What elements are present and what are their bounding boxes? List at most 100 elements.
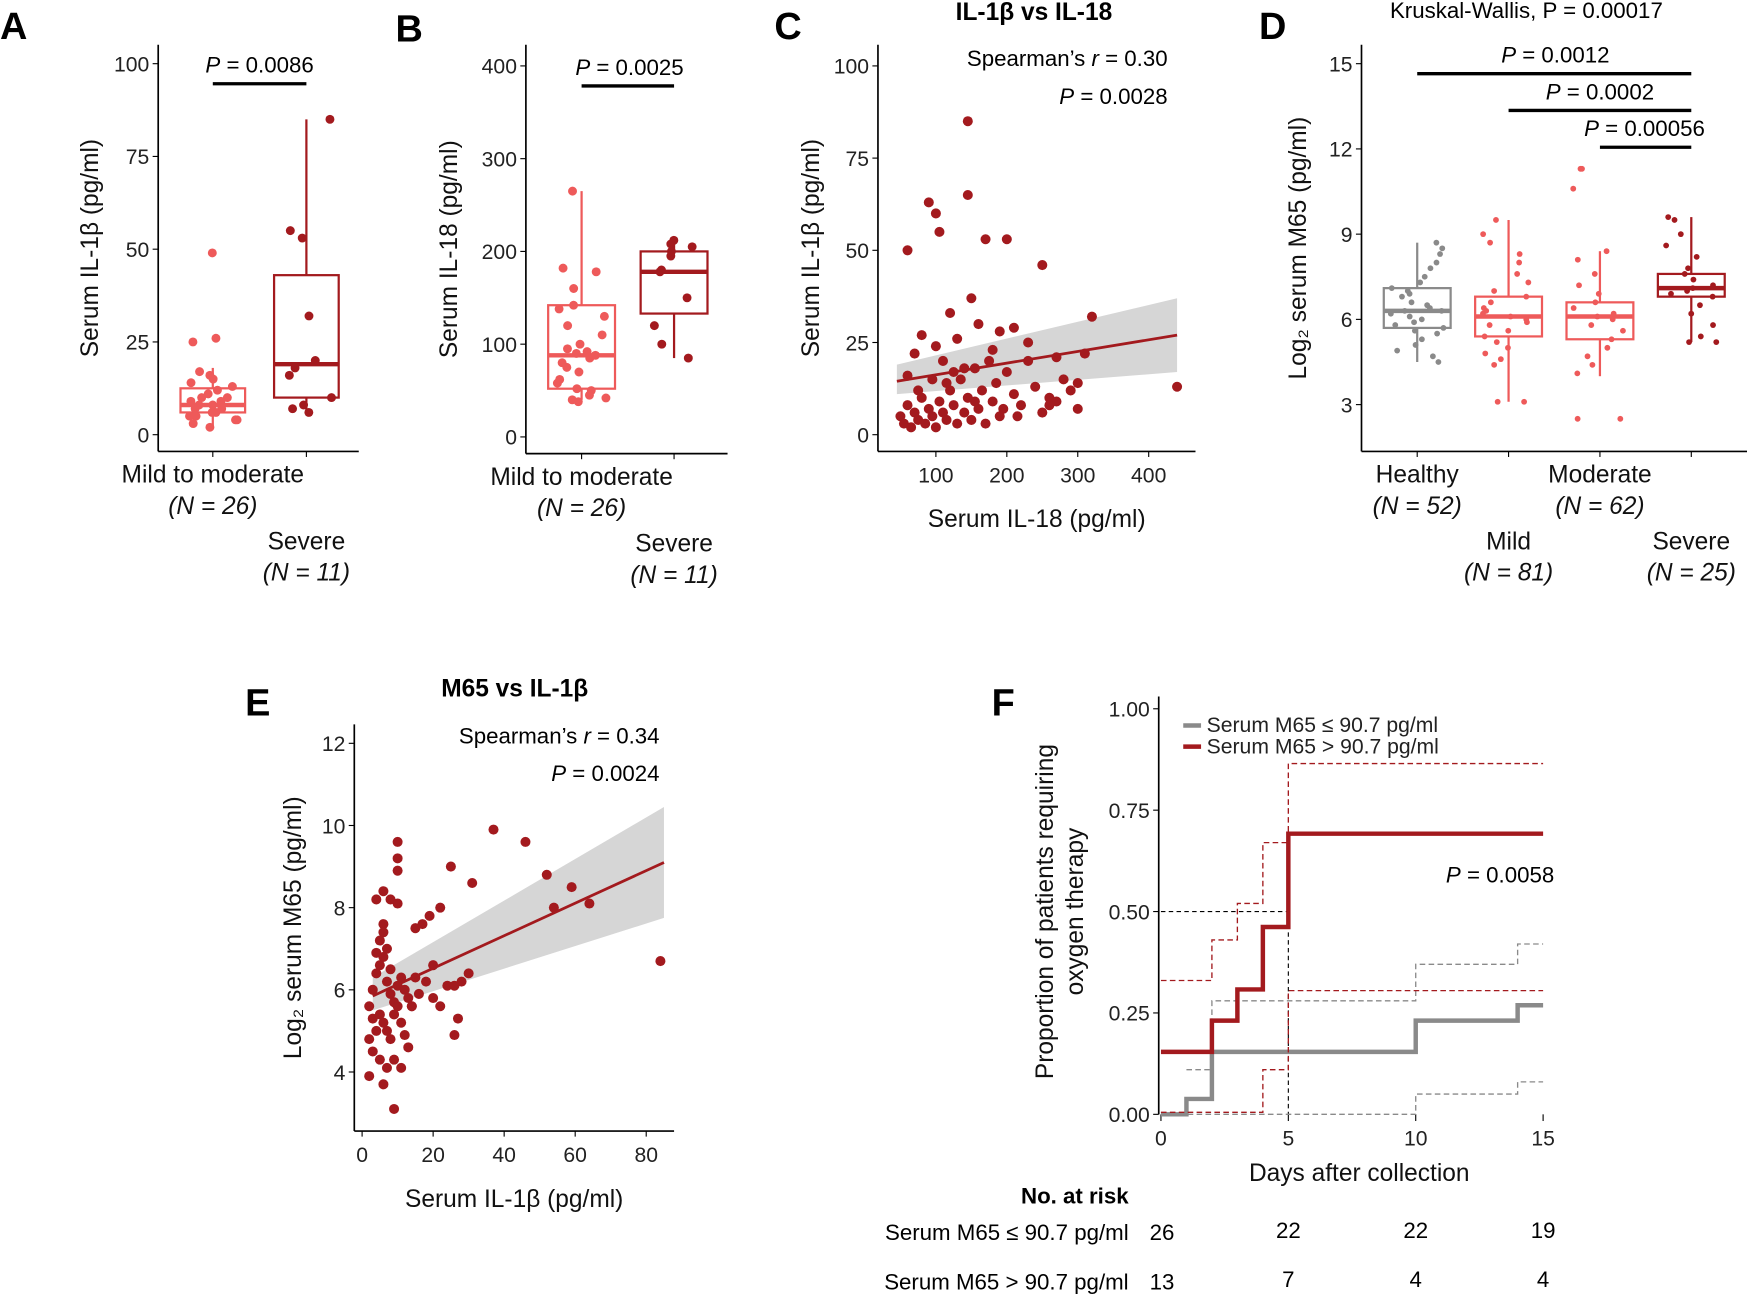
data-point (1480, 310, 1486, 317)
y-tick-label: 25 (126, 332, 150, 355)
data-point (413, 988, 424, 999)
chart-E: 4 6 8 10 12 Log₂ serum M65 (pg/ml) 0 20 40 60 80 Se… (280, 723, 675, 1213)
data-point (1497, 356, 1504, 363)
data-point (1493, 339, 1500, 346)
data-point (1677, 231, 1684, 238)
data-point (1012, 411, 1023, 422)
data-point (385, 988, 396, 999)
data-point (186, 396, 196, 406)
data-point (1406, 290, 1413, 297)
risk-table-row-label: Serum M65 > 90.7 pg/ml (884, 1269, 1128, 1294)
panel-label-d: D (1259, 6, 1286, 48)
y-axis-label: Serum IL-1β (pg/ml) (798, 139, 825, 357)
data-point (310, 356, 320, 365)
data-point (396, 1017, 407, 1028)
data-point (585, 353, 595, 363)
data-point (378, 886, 389, 897)
data-point (909, 348, 920, 359)
data-point (378, 1017, 389, 1028)
x-tick-label: 0 (356, 1144, 368, 1167)
data-point (683, 353, 693, 363)
data-point (584, 390, 594, 400)
regression-line (372, 861, 665, 998)
data-point (1065, 385, 1076, 396)
chart-C: 0 25 50 75 100 Serum IL-1β (pg/ml) 100 200 300 40… (798, 44, 1196, 533)
data-point (371, 947, 382, 958)
data-point (1482, 350, 1489, 357)
data-point (934, 396, 945, 407)
legend-entry: Serum M65 > 90.7 pg/ml (1207, 735, 1439, 758)
data-point (548, 902, 559, 913)
x-tick-sample-size: (N = 26) (537, 495, 626, 522)
data-point (186, 378, 196, 388)
x-tick-label: 10 (1404, 1128, 1428, 1151)
survival-curve (1160, 1003, 1544, 1117)
data-point (1412, 342, 1419, 348)
data-point (1487, 299, 1494, 306)
data-point (406, 1001, 417, 1012)
x-tick-sample-size: (N = 11) (263, 560, 350, 587)
data-point (290, 363, 300, 373)
data-point (1030, 381, 1041, 392)
data-point (994, 326, 1005, 337)
data-point (655, 956, 666, 967)
x-tick-label: Severe (1652, 528, 1730, 555)
data-point (1037, 260, 1048, 271)
data-point (385, 964, 396, 975)
ci-lower-line (1160, 1081, 1544, 1116)
data-point (1440, 325, 1447, 331)
data-point (1037, 407, 1048, 418)
x-tick-label: 0 (1155, 1128, 1167, 1151)
data-point (920, 418, 931, 429)
chart-A: 0 25 50 75 100 Serum IL-1β (pg/ml) Mild to mod… (77, 44, 359, 587)
data-point (591, 267, 601, 277)
data-point (371, 968, 382, 979)
data-point (381, 1062, 392, 1073)
chart-c-title: IL-1β vs IL-18 (956, 0, 1113, 26)
panel-label-b: B (396, 8, 423, 50)
data-point (190, 404, 200, 414)
data-point (285, 226, 295, 236)
median-reference-line (1160, 910, 1289, 1115)
data-point (1710, 282, 1716, 289)
data-point (188, 419, 198, 429)
data-point (1685, 265, 1691, 272)
data-point (1480, 231, 1487, 238)
data-point (1603, 248, 1610, 255)
data-point (1507, 313, 1514, 320)
data-point (966, 414, 977, 425)
data-point (284, 370, 294, 380)
data-point (1418, 336, 1425, 343)
box (1565, 301, 1635, 341)
risk-table-value: 4 (1410, 1267, 1422, 1292)
data-point (980, 234, 991, 245)
data-point (666, 239, 676, 249)
y-tick-label: 75 (845, 148, 869, 171)
data-point (449, 1030, 460, 1041)
data-point (392, 898, 403, 909)
data-point (1713, 339, 1720, 346)
data-point (1591, 271, 1598, 277)
data-point (902, 400, 913, 411)
p-value-label: P = 0.00056 (1584, 116, 1705, 141)
data-point (1570, 185, 1577, 192)
chart-D: 3 6 9 12 15 Log₂ serum M65 (pg/ml) Healthy (N =… (1285, 43, 1747, 587)
x-tick-label: Mild to moderate (490, 464, 672, 491)
data-point (937, 355, 948, 366)
p-value-label: P = 0.0028 (1059, 84, 1167, 109)
survival-curve (1160, 831, 1544, 1055)
data-point (396, 1062, 407, 1073)
data-point (381, 943, 392, 954)
p-value-label: P = 0.0012 (1501, 43, 1609, 68)
data-point (1016, 400, 1027, 411)
data-point (304, 407, 314, 417)
data-point (1406, 313, 1413, 320)
data-point (1663, 242, 1670, 249)
data-point (392, 865, 403, 876)
data-point (1524, 319, 1530, 326)
risk-table-title: No. at risk (1021, 1183, 1129, 1208)
data-point (1505, 327, 1512, 334)
data-point (520, 836, 531, 847)
data-point (389, 1103, 400, 1114)
data-point (1426, 305, 1433, 311)
